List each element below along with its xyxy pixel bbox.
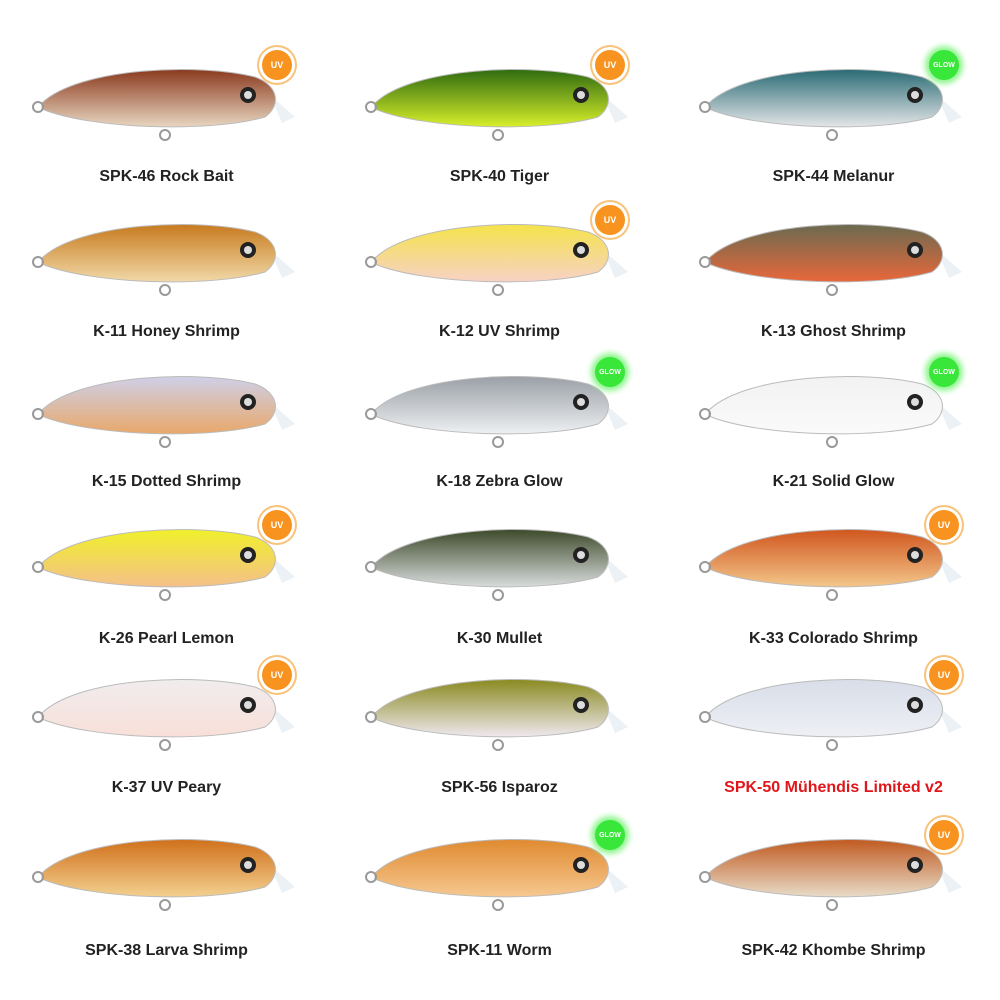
lure-item[interactable]: K-11 Honey Shrimp [0, 200, 333, 355]
lure-image [365, 69, 628, 141]
lure-name: SPK-38 Larva Shrimp [85, 942, 248, 959]
lure-item[interactable]: K-30 Mullet [333, 505, 666, 660]
lure-image [699, 224, 962, 296]
lure-image [699, 679, 962, 751]
lure-item[interactable]: K-15 Dotted Shrimp [0, 352, 333, 507]
lure-item[interactable]: K-13 Ghost Shrimp [667, 200, 1000, 355]
lure-image [365, 529, 628, 601]
lure-item[interactable]: SPK-38 Larva Shrimp [0, 815, 333, 970]
lure-image [699, 69, 962, 141]
lure-image [365, 839, 628, 911]
lure-item[interactable]: SPK-56 Isparoz [333, 655, 666, 810]
lure-name: K-30 Mullet [456, 630, 543, 647]
lure-item[interactable]: GLOW SPK-44 Melanur [667, 45, 1000, 200]
lure-item[interactable]: UV K-26 Pearl Lemon [0, 505, 333, 660]
lure-image [32, 69, 295, 141]
lure-item[interactable]: UV SPK-50 Mühendis Limited v2 [667, 655, 1000, 810]
uv-sun-badge-icon: UV [262, 50, 292, 80]
lure-name: SPK-46 Rock Bait [99, 168, 234, 185]
lure-name: K-12 UV Shrimp [439, 323, 560, 340]
lure-name: SPK-56 Isparoz [441, 779, 558, 796]
uv-sun-badge-icon: UV [262, 510, 292, 540]
lure-item[interactable]: UV SPK-40 Tiger [333, 45, 666, 200]
lure-name: SPK-11 Worm [447, 942, 552, 959]
lure-item[interactable]: GLOW SPK-11 Worm [333, 815, 666, 970]
glow-badge-icon: GLOW [929, 50, 959, 80]
lure-image [365, 679, 628, 751]
lure-name: K-21 Solid Glow [772, 473, 895, 490]
lure-item[interactable]: GLOW K-21 Solid Glow [667, 352, 1000, 507]
uv-sun-badge-icon: UV [595, 50, 625, 80]
lure-name: K-15 Dotted Shrimp [91, 473, 242, 490]
lure-image [365, 224, 628, 296]
lure-item[interactable]: GLOW K-18 Zebra Glow [333, 352, 666, 507]
uv-sun-badge-icon: UV [262, 660, 292, 690]
glow-badge-icon: GLOW [929, 357, 959, 387]
lure-image [365, 376, 628, 448]
lure-item[interactable]: UV K-37 UV Peary [0, 655, 333, 810]
lure-image [32, 224, 295, 296]
lure-image [699, 376, 962, 448]
lure-item[interactable]: UV SPK-42 Khombe Shrimp [667, 815, 1000, 970]
lure-name: K-37 UV Peary [111, 779, 222, 796]
lure-image [699, 529, 962, 601]
lure-name: K-13 Ghost Shrimp [761, 323, 906, 340]
lure-name: K-18 Zebra Glow [436, 473, 563, 490]
lure-image [32, 376, 295, 448]
lure-image [32, 529, 295, 601]
lure-item[interactable]: UV K-33 Colorado Shrimp [667, 505, 1000, 660]
lure-name: SPK-50 Mühendis Limited v2 [724, 779, 943, 796]
uv-sun-badge-icon: UV [595, 205, 625, 235]
lure-name: K-11 Honey Shrimp [93, 323, 240, 340]
lure-name: SPK-42 Khombe Shrimp [741, 942, 926, 959]
uv-sun-badge-icon: UV [929, 820, 959, 850]
lure-item[interactable]: UV SPK-46 Rock Bait [0, 45, 333, 200]
lure-image [32, 839, 295, 911]
lure-name: K-26 Pearl Lemon [98, 630, 235, 647]
glow-badge-icon: GLOW [595, 357, 625, 387]
lure-name: SPK-44 Melanur [772, 168, 895, 185]
lure-name: K-33 Colorado Shrimp [749, 630, 918, 647]
uv-sun-badge-icon: UV [929, 510, 959, 540]
lure-image [32, 679, 295, 751]
glow-badge-icon: GLOW [595, 820, 625, 850]
lure-image [699, 839, 962, 911]
lure-name: SPK-40 Tiger [449, 168, 550, 185]
uv-sun-badge-icon: UV [929, 660, 959, 690]
lure-item[interactable]: UV K-12 UV Shrimp [333, 200, 666, 355]
